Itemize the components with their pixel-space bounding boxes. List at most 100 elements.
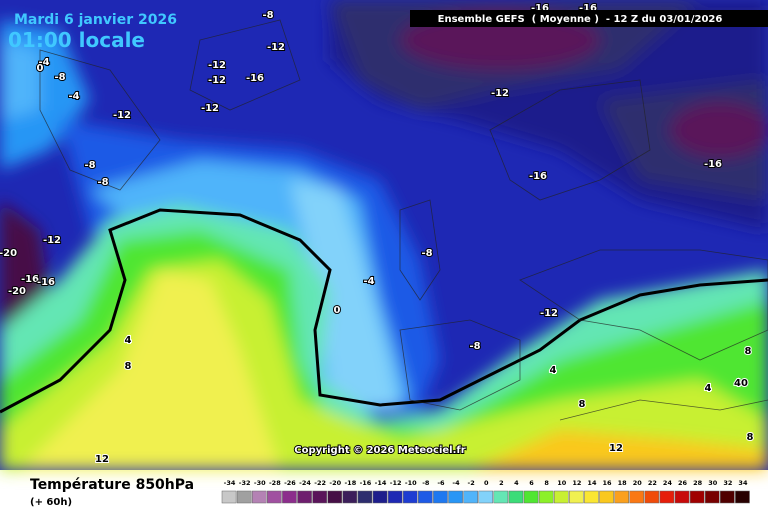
scale-swatch <box>569 490 584 504</box>
scale-label: -20 <box>329 479 341 487</box>
scale-swatch <box>689 490 705 504</box>
contour-label: -8 <box>97 177 108 188</box>
contour-label: -20 <box>8 286 26 297</box>
scale-label: 30 <box>708 479 718 487</box>
contour-label: -16 <box>704 159 722 170</box>
contour-label: 12 <box>609 443 623 454</box>
scale-swatch <box>312 490 327 504</box>
contour-label: -4 <box>68 91 79 102</box>
scale-swatch <box>267 490 282 504</box>
scale-swatch <box>327 490 343 504</box>
scale-swatch <box>282 490 297 504</box>
forecast-date: Mardi 6 janvier 2026 <box>14 12 177 28</box>
forecast-step: (+ 60h) <box>30 497 72 508</box>
model-banner <box>410 10 768 27</box>
contour-label: -8 <box>54 72 65 83</box>
contour-label: -16 <box>21 274 39 285</box>
contour-label: -12 <box>491 88 509 99</box>
scale-label: -24 <box>299 479 311 487</box>
scale-swatch <box>704 490 720 504</box>
scale-swatch <box>523 490 539 504</box>
scale-label: -30 <box>254 479 266 487</box>
scale-label: -34 <box>224 479 236 487</box>
scale-swatch <box>418 490 433 504</box>
contour-labels: -8-12-12-16-12-12-12-12-16 -16-8-8-16-16-… <box>0 2 755 466</box>
contour-label: -12 <box>201 103 219 114</box>
scale-label: -8 <box>422 479 430 487</box>
contour-label: -12 <box>208 60 226 71</box>
contour-label: 4 <box>705 383 712 394</box>
scale-label: -32 <box>239 479 251 487</box>
scale-label: 22 <box>648 479 657 487</box>
scale-swatch <box>629 490 645 504</box>
scale-label: 12 <box>572 479 581 487</box>
scale-label: 10 <box>557 479 567 487</box>
scale-swatch <box>553 490 569 504</box>
scale-label: -6 <box>437 479 445 487</box>
contour-label: 0 <box>334 305 341 316</box>
scale-label: 34 <box>738 479 748 487</box>
scale-swatch <box>735 490 750 504</box>
scale-label: 16 <box>603 479 613 487</box>
contour-label: -16 <box>37 277 55 288</box>
scale-swatch <box>584 490 599 504</box>
contour-label: -20 <box>0 248 17 259</box>
contour-label: -8 <box>469 341 480 352</box>
contour-label: 0 <box>37 63 44 74</box>
scale-swatch <box>644 490 660 504</box>
contour-label: -12 <box>267 42 285 53</box>
contour-label: 12 <box>95 454 109 465</box>
contour-label: -12 <box>540 308 558 319</box>
scale-swatch <box>448 490 463 504</box>
scale-label: 6 <box>529 479 534 487</box>
scale-label: 28 <box>693 479 703 487</box>
contour-label: 4 <box>550 365 557 376</box>
scale-swatch <box>478 490 494 504</box>
contour-label: -8 <box>262 10 273 21</box>
scale-label: 24 <box>663 479 673 487</box>
scale-swatch <box>538 490 554 504</box>
scale-swatch <box>433 490 448 504</box>
scale-swatch <box>599 490 614 504</box>
coastlines <box>39 19 768 421</box>
contour-label: -8 <box>421 248 432 259</box>
scale-label: -28 <box>269 479 281 487</box>
scale-swatch <box>614 490 629 504</box>
scale-label: 2 <box>499 479 504 487</box>
contour-label: 8 <box>747 432 754 443</box>
scale-label: -14 <box>375 479 387 487</box>
contour-label: 40 <box>734 378 748 389</box>
scale-label: -18 <box>344 479 356 487</box>
scale-label: 8 <box>544 479 549 487</box>
contour-label: -16 <box>529 171 547 182</box>
contour-label: -4 <box>38 57 49 68</box>
scale-label: 4 <box>514 479 519 487</box>
scale-label: -2 <box>468 479 475 487</box>
scale-label: -10 <box>405 479 417 487</box>
scale-label: 14 <box>587 479 597 487</box>
scale-swatch <box>387 490 403 504</box>
scale-swatch <box>221 490 237 504</box>
contour-label: 8 <box>579 399 586 410</box>
scale-swatch <box>463 490 478 504</box>
contour-label: 4 <box>125 335 132 346</box>
scale-swatch <box>720 490 735 504</box>
scale-label: 18 <box>618 479 628 487</box>
scale-swatch <box>402 490 418 504</box>
scale-swatch <box>342 490 358 504</box>
scale-label: -4 <box>452 479 460 487</box>
scale-swatch <box>236 490 252 504</box>
scale-swatch <box>357 490 373 504</box>
scale-swatch <box>508 490 524 504</box>
model-info: Ensemble GEFS ( Moyenne ) - 12 Z du 03/0… <box>438 14 723 25</box>
scale-label: 20 <box>633 479 643 487</box>
contour-label: -8 <box>84 160 95 171</box>
field-title: Température 850hPa <box>30 477 194 493</box>
scale-swatch <box>659 490 675 504</box>
contour-label: 8 <box>745 346 752 357</box>
scale-swatch <box>372 490 388 504</box>
scale-label: -26 <box>284 479 296 487</box>
scale-swatch <box>674 490 690 504</box>
color-scale: -34 -32 -30 -28 -26 -24 -22 -20 -18 -16 -14 -12 -10-… <box>221 479 750 504</box>
